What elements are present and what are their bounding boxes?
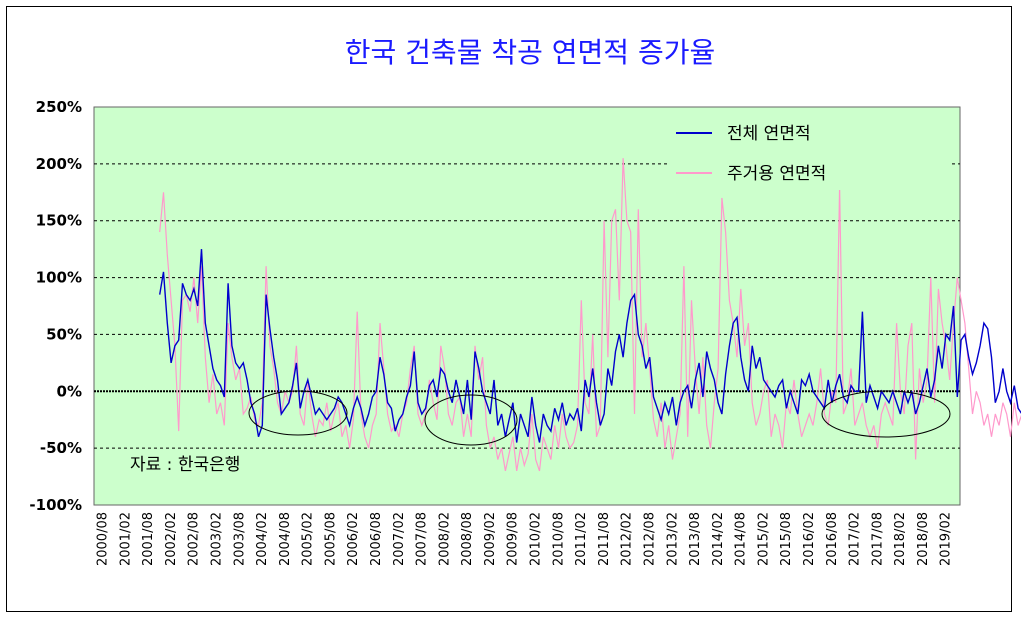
y-tick-label: -100% bbox=[29, 496, 82, 514]
x-tick-label: 2011/08 bbox=[597, 512, 612, 566]
x-tick-label: 2012/08 bbox=[642, 512, 657, 566]
x-tick-label: 2009/08 bbox=[506, 512, 521, 566]
x-tick-label: 2009/02 bbox=[483, 512, 498, 566]
x-tick-label: 2017/02 bbox=[848, 512, 863, 566]
x-tick-label: 2014/08 bbox=[734, 512, 749, 566]
y-tick-label: -50% bbox=[40, 439, 82, 457]
x-tick-label: 2004/02 bbox=[255, 512, 270, 566]
x-tick-label: 2010/08 bbox=[551, 512, 566, 566]
x-axis-ticks: 2000/08 2001/02 2001/08 2002/02 2002/08 2003/… bbox=[96, 512, 954, 566]
y-tick-label: 0% bbox=[57, 382, 82, 400]
x-tick-label: 2015/02 bbox=[756, 512, 771, 566]
highlight-ellipse-2016-2019 bbox=[821, 390, 951, 438]
legend: 전체 연면적 주거용 연면적 bbox=[670, 120, 950, 190]
x-tick-label: 2007/02 bbox=[392, 512, 407, 566]
x-tick-label: 2003/02 bbox=[209, 512, 224, 566]
x-tick-label: 2015/08 bbox=[779, 512, 794, 566]
x-tick-label: 2001/08 bbox=[141, 512, 156, 566]
x-tick-label: 2007/08 bbox=[415, 512, 430, 566]
x-tick-label: 2012/02 bbox=[620, 512, 635, 566]
series-line-total bbox=[159, 249, 1021, 443]
x-tick-label: 2008/02 bbox=[437, 512, 452, 566]
x-tick-label: 2013/02 bbox=[665, 512, 680, 566]
x-tick-label: 2008/08 bbox=[460, 512, 475, 566]
highlight-ellipses bbox=[248, 390, 951, 446]
source-note: 자료 : 한국은행 bbox=[130, 455, 240, 475]
x-tick-label: 2006/02 bbox=[346, 512, 361, 566]
x-tick-label: 2014/02 bbox=[711, 512, 726, 566]
series-line-residential bbox=[159, 158, 1021, 472]
highlight-ellipse-2004-2006 bbox=[248, 390, 348, 436]
x-tick-label: 2016/08 bbox=[825, 512, 840, 566]
legend-label-residential: 주거용 연면적 bbox=[727, 164, 826, 184]
x-tick-label: 2010/02 bbox=[529, 512, 544, 566]
x-tick-label: 2001/02 bbox=[118, 512, 133, 566]
x-tick-label: 2006/08 bbox=[369, 512, 384, 566]
x-tick-label: 2017/08 bbox=[870, 512, 885, 566]
x-tick-label: 2016/02 bbox=[802, 512, 817, 566]
legend-label-total: 전체 연면적 bbox=[727, 124, 811, 144]
chart-title: 한국 건축물 착공 연면적 증가율 bbox=[345, 36, 715, 69]
x-tick-label: 2011/02 bbox=[574, 512, 589, 566]
x-tick-label: 2018/08 bbox=[916, 512, 931, 566]
legend-background bbox=[670, 120, 950, 190]
x-tick-label: 2018/02 bbox=[893, 512, 908, 566]
x-tick-label: 2005/02 bbox=[301, 512, 316, 566]
y-tick-label: 100% bbox=[36, 269, 82, 287]
y-tick-label: 50% bbox=[46, 325, 82, 343]
y-tick-label: 250% bbox=[36, 98, 82, 116]
x-tick-label: 2005/08 bbox=[323, 512, 338, 566]
x-tick-label: 2002/08 bbox=[187, 512, 202, 566]
y-tick-label: 200% bbox=[36, 155, 82, 173]
x-tick-label: 2003/08 bbox=[232, 512, 247, 566]
y-axis-ticks: -100% -50% 0% 50% 100% 150% 200% 250% bbox=[29, 98, 82, 514]
x-tick-label: 2000/08 bbox=[96, 512, 111, 566]
y-tick-label: 150% bbox=[36, 212, 82, 230]
x-tick-label: 2002/02 bbox=[164, 512, 179, 566]
x-tick-label: 2019/02 bbox=[939, 512, 954, 566]
x-tick-label: 2013/08 bbox=[688, 512, 703, 566]
highlight-ellipse-2008-2009 bbox=[424, 394, 518, 446]
x-tick-label: 2004/08 bbox=[278, 512, 293, 566]
